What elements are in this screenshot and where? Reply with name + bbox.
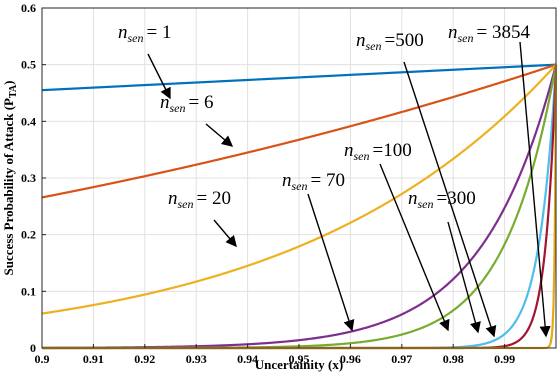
annotation-arrow (213, 219, 237, 248)
annotation-n: n (282, 170, 292, 191)
annotation-value: = 1 (147, 22, 172, 43)
annotation-sub: sen (458, 31, 474, 45)
y-axis-label-sub: TA (8, 84, 19, 98)
y-tick-label: 0.4 (21, 114, 36, 128)
x-tick-label: 0.91 (83, 352, 104, 366)
x-tick-label: 0.94 (237, 352, 258, 366)
annotation-arrow (403, 61, 497, 338)
annotation-arrow (519, 41, 551, 338)
y-axis-label-main: Success Probability of Attack (P (1, 98, 16, 275)
annotation-label: nsen =500 (356, 30, 424, 53)
y-tick-label: 0.3 (21, 171, 36, 185)
series-line (41, 63, 557, 199)
x-tick-label: 0.93 (186, 352, 207, 366)
axes (41, 7, 557, 349)
annotation-label: nsen = 1 (118, 22, 171, 45)
series-line (41, 63, 557, 315)
annotation-label: nsen = 6 (160, 92, 213, 115)
annotation-n: n (448, 22, 458, 43)
annotation-sub: sen (178, 197, 194, 211)
annotation-sub: sen (418, 197, 434, 211)
annotation-arrow (379, 163, 450, 332)
y-tick-label: 0 (30, 341, 36, 355)
annotation-value: = 20 (197, 188, 231, 209)
x-tick-label: 0.99 (494, 352, 515, 366)
x-tick-label: 0.98 (443, 352, 464, 366)
y-tick-label: 0.6 (21, 1, 36, 15)
annotation-value: = 70 (311, 170, 345, 191)
x-tick-label: 0.92 (134, 352, 155, 366)
annotation-label: nsen = 3854 (448, 22, 530, 45)
annotation-value: = 3854 (477, 22, 531, 43)
annotation-value: = 6 (189, 92, 214, 113)
x-axis-label: Uncertainity (x) (255, 357, 343, 372)
y-axis-label: Success Probability of Attack (PTA) (1, 81, 19, 276)
annotation-value: =500 (385, 30, 424, 51)
annotation-sub: sen (128, 31, 144, 45)
x-tick-label: 0.97 (391, 352, 412, 366)
y-axis-label-close: ) (1, 81, 16, 85)
annotation-n: n (344, 140, 354, 161)
x-tick-label: 0.95 (289, 352, 310, 366)
annotation-value: =100 (373, 140, 412, 161)
annotation-label: nsen = 20 (168, 188, 231, 211)
annotation-arrow (447, 221, 481, 334)
annotation-n: n (118, 22, 128, 43)
tick-labels: 0.9 0.91 0.92 0.93 0.94 0.95 0.96 0.97 0.98 0.99 0… (21, 1, 515, 366)
annotation-value: =300 (437, 188, 476, 209)
x-tick-label: 0.96 (340, 352, 361, 366)
annotation-n: n (168, 188, 178, 209)
y-tick-label: 0.1 (21, 284, 36, 298)
annotation-sub: sen (366, 39, 382, 53)
annotation-n: n (408, 188, 418, 209)
annotation-label: nsen =300 (408, 188, 476, 211)
annotation-label: nsen = 70 (282, 170, 345, 193)
y-tick-label: 0.5 (21, 58, 36, 72)
annotation-n: n (356, 30, 366, 51)
annotation-arrow (205, 123, 234, 147)
annotation-arrow (147, 53, 171, 100)
series-line (41, 63, 557, 92)
annotation-n: n (160, 92, 170, 113)
y-tick-label: 0.2 (21, 228, 36, 242)
annotation-sub: sen (354, 149, 370, 163)
annotation-arrow (307, 193, 355, 332)
x-tick-label: 0.9 (35, 352, 50, 366)
annotation-sub: sen (170, 101, 186, 115)
annotation-sub: sen (292, 179, 308, 193)
annotation-label: nsen =100 (344, 140, 412, 163)
